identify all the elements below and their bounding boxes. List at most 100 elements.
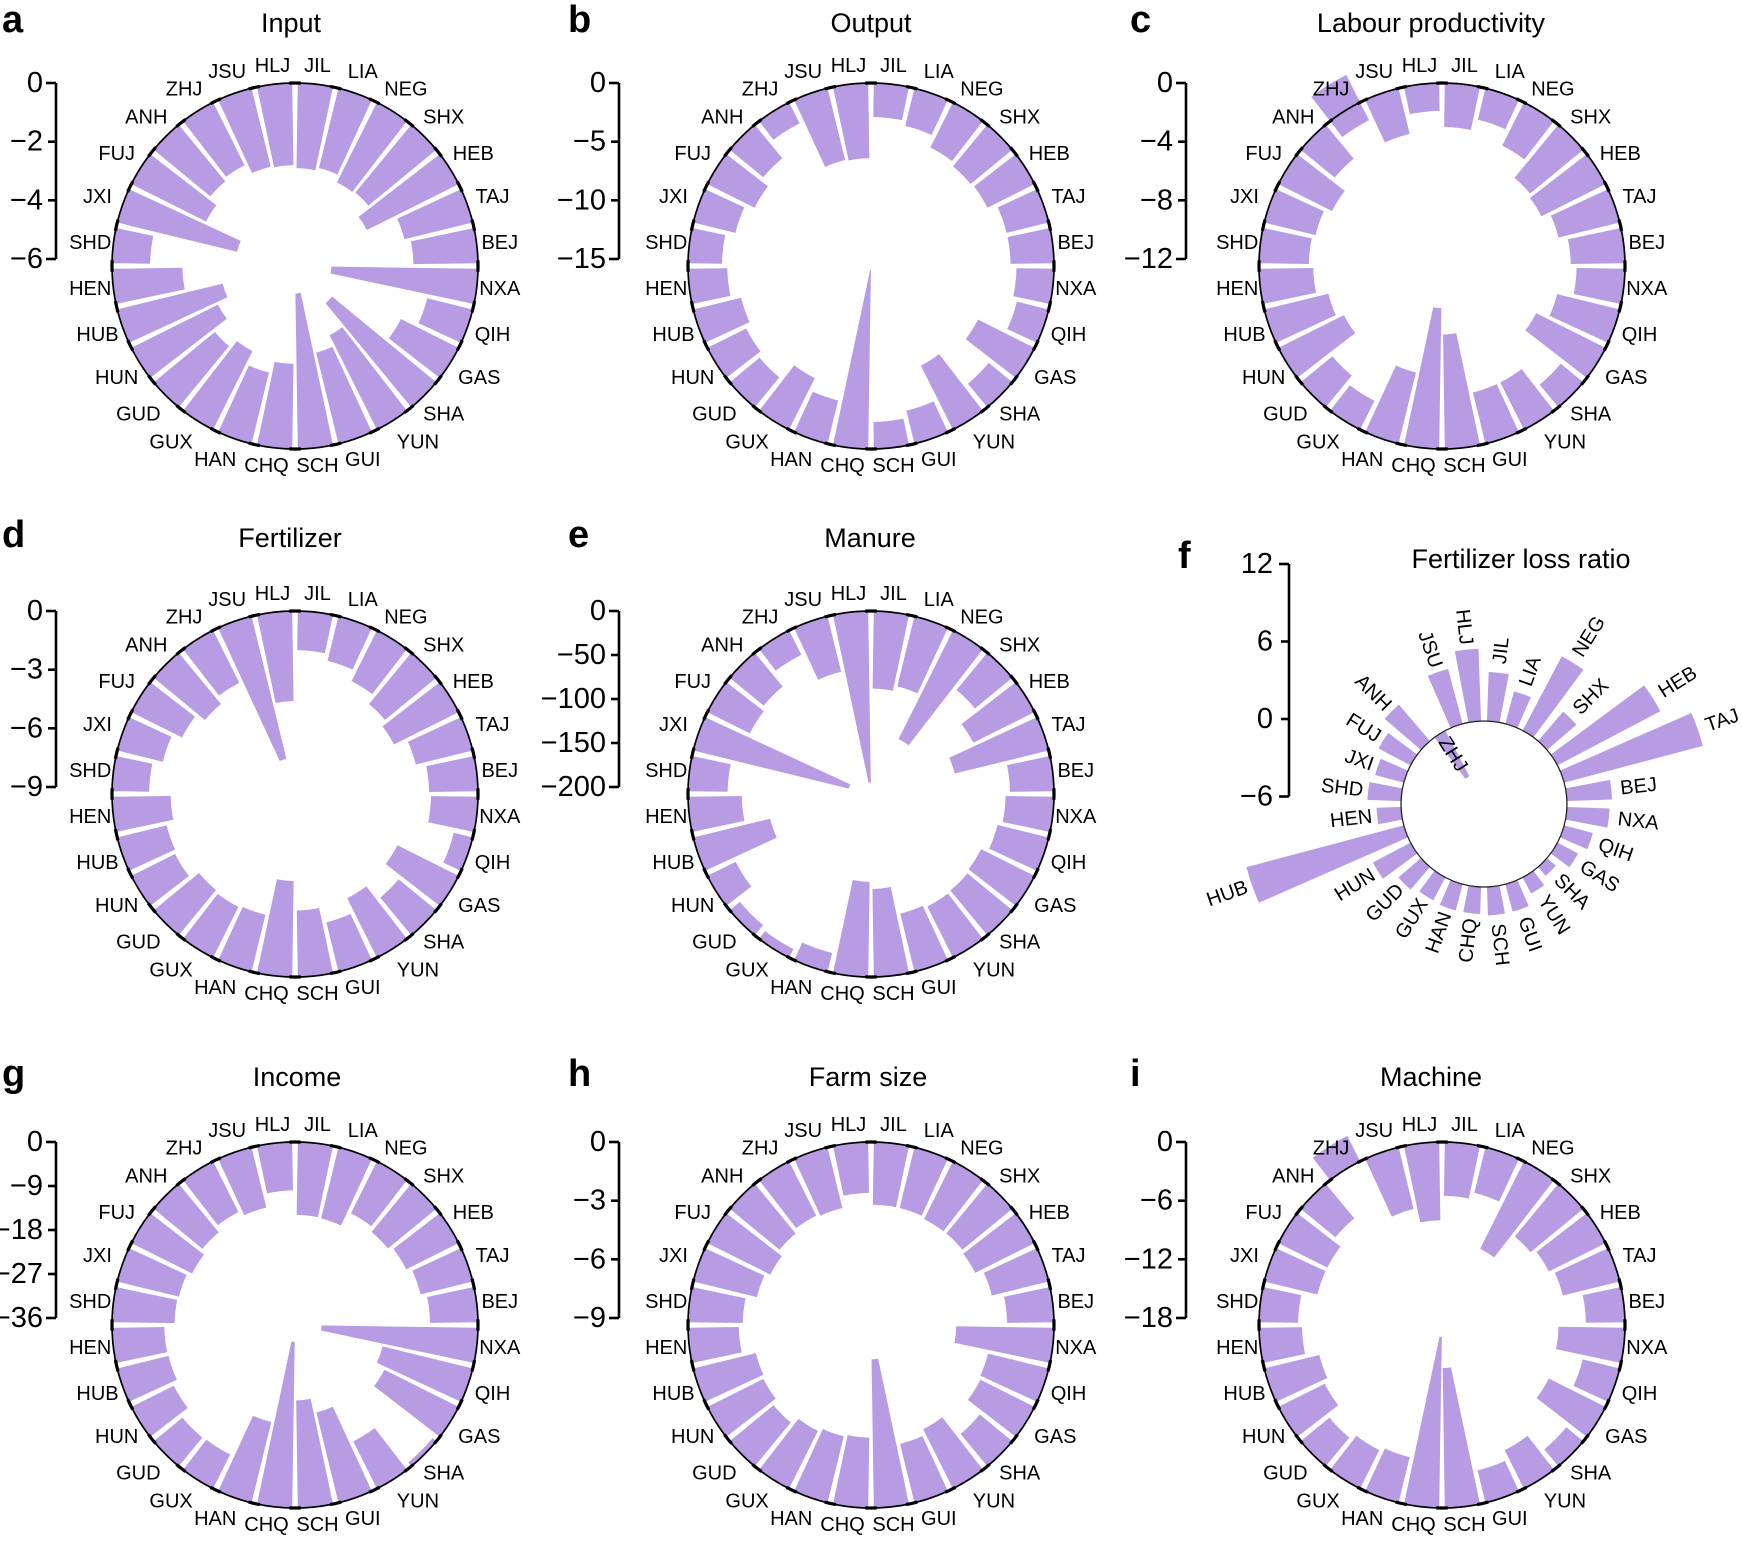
svg-text:HAN: HAN [1341,449,1383,471]
svg-text:Fertilizer: Fertilizer [238,523,342,553]
svg-text:LIA: LIA [1495,61,1526,83]
svg-text:JIL: JIL [1489,636,1514,665]
svg-text:JXI: JXI [83,1245,112,1267]
svg-text:SHX: SHX [999,106,1040,128]
svg-text:GAS: GAS [458,367,500,389]
svg-text:SHA: SHA [1570,1463,1612,1485]
svg-text:JSU: JSU [208,1120,246,1142]
svg-text:HUN: HUN [95,367,138,389]
svg-text:f: f [1178,535,1191,577]
svg-text:HEB: HEB [1029,1202,1070,1224]
svg-text:GUX: GUX [1296,432,1339,454]
svg-text:ANH: ANH [125,634,167,656]
svg-text:GAS: GAS [1034,895,1076,917]
svg-text:−12: −12 [1124,243,1173,275]
svg-text:NXA: NXA [1055,806,1097,828]
svg-text:JIL: JIL [1451,1114,1478,1136]
svg-text:HUN: HUN [1242,367,1285,389]
svg-text:0: 0 [27,67,43,99]
svg-text:0: 0 [1157,67,1173,99]
svg-text:d: d [2,514,25,556]
svg-text:GUX: GUX [725,1491,768,1513]
svg-text:GUI: GUI [345,977,381,999]
svg-text:−9: −9 [10,1170,43,1202]
svg-text:ZHJ: ZHJ [742,607,779,629]
svg-text:JIL: JIL [880,55,907,77]
svg-text:LIA: LIA [924,61,955,83]
svg-text:LIA: LIA [348,61,379,83]
svg-text:JSU: JSU [784,1120,822,1142]
svg-text:YUN: YUN [973,1491,1015,1513]
svg-text:BEJ: BEJ [1628,232,1665,254]
svg-text:HLJ: HLJ [1402,55,1438,77]
svg-text:NXA: NXA [479,1337,521,1359]
svg-text:JXI: JXI [659,1245,688,1267]
svg-text:ANH: ANH [125,106,167,128]
svg-text:Fertilizer loss ratio: Fertilizer loss ratio [1411,544,1630,574]
svg-text:HUN: HUN [95,1426,138,1448]
svg-text:Labour productivity: Labour productivity [1317,8,1546,38]
svg-text:ZHJ: ZHJ [1313,1138,1350,1160]
svg-text:HEN: HEN [645,278,687,300]
svg-text:GUX: GUX [725,432,768,454]
svg-text:Output: Output [830,8,912,38]
svg-text:−9: −9 [573,1302,606,1334]
svg-text:SHA: SHA [1570,404,1612,426]
svg-text:SHD: SHD [69,232,111,254]
svg-text:LIA: LIA [348,589,379,611]
svg-text:JXI: JXI [83,714,112,736]
svg-text:NXA: NXA [1055,278,1097,300]
svg-text:GAS: GAS [1605,367,1647,389]
svg-text:0: 0 [1257,703,1273,735]
svg-text:GAS: GAS [458,1426,500,1448]
svg-text:YUN: YUN [1544,1491,1586,1513]
svg-text:GUI: GUI [1492,1508,1528,1530]
svg-text:−36: −36 [0,1302,43,1334]
svg-text:HAN: HAN [770,977,812,999]
svg-text:SCH: SCH [872,983,914,1005]
svg-text:CHQ: CHQ [820,1514,864,1536]
svg-text:GUI: GUI [1492,449,1528,471]
svg-text:Input: Input [261,8,322,38]
svg-text:TAJ: TAJ [1622,186,1656,208]
svg-text:HEN: HEN [69,278,111,300]
svg-text:SHX: SHX [423,106,464,128]
svg-text:HAN: HAN [194,1508,236,1530]
svg-text:HLJ: HLJ [831,583,867,605]
svg-text:QIH: QIH [1051,324,1087,346]
svg-text:FUJ: FUJ [98,143,135,165]
svg-text:−18: −18 [0,1214,43,1246]
svg-text:HEB: HEB [1600,1202,1641,1224]
svg-text:−2: −2 [10,126,43,158]
svg-text:SHX: SHX [423,1165,464,1187]
svg-text:FUJ: FUJ [674,671,711,693]
svg-text:FUJ: FUJ [98,671,135,693]
svg-text:QIH: QIH [475,1383,511,1405]
svg-text:TAJ: TAJ [1051,714,1085,736]
svg-text:SHD: SHD [1216,1291,1258,1313]
svg-text:c: c [1130,0,1151,41]
svg-text:BEJ: BEJ [1057,1291,1094,1313]
svg-text:GUI: GUI [921,1508,957,1530]
svg-text:i: i [1130,1053,1141,1095]
svg-text:ZHJ: ZHJ [742,1138,779,1160]
svg-text:HUN: HUN [1242,1426,1285,1448]
svg-text:0: 0 [590,1126,606,1158]
svg-text:YUN: YUN [397,960,439,982]
svg-text:JXI: JXI [83,186,112,208]
svg-text:CHQ: CHQ [820,983,864,1005]
svg-text:ZHJ: ZHJ [742,79,779,101]
svg-text:HUB: HUB [652,852,694,874]
svg-text:−100: −100 [541,683,606,715]
svg-text:−50: −50 [557,639,606,671]
svg-text:NEG: NEG [384,79,427,101]
svg-text:Machine: Machine [1380,1062,1482,1092]
svg-text:HEB: HEB [1600,143,1641,165]
svg-text:HLJ: HLJ [255,1114,291,1136]
svg-text:−9: −9 [10,771,43,803]
svg-text:SHX: SHX [999,1165,1040,1187]
svg-text:−6: −6 [10,712,43,744]
svg-text:GUD: GUD [1263,404,1307,426]
svg-text:JXI: JXI [1230,1245,1259,1267]
svg-text:SHA: SHA [999,932,1041,954]
